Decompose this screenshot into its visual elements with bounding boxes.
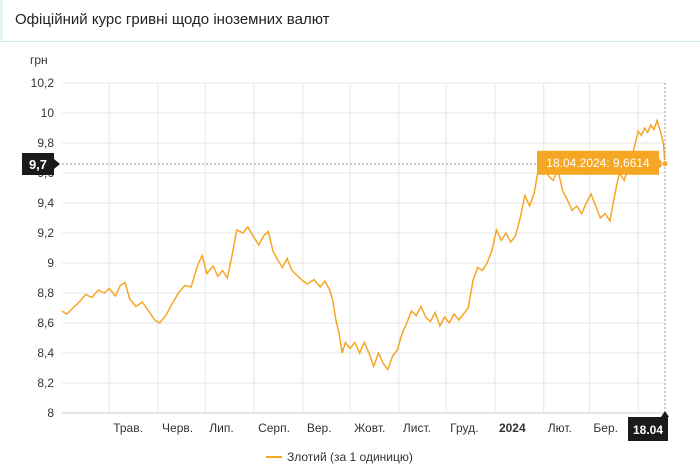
x-axis: Трав. Черв. Лип. Серп. Вер. Жовт. Лист. Груд. 20… — [113, 421, 666, 435]
legend-label: Злотий (за 1 одиницю) — [287, 450, 413, 464]
x-tick-label: Лип. — [209, 421, 233, 435]
series-line-zloty — [61, 118, 666, 372]
y-tick-label: 9,4 — [37, 196, 54, 210]
page-header: Офіційний курс гривні щодо іноземних вал… — [0, 0, 700, 42]
x-tick-label: Вер. — [307, 421, 332, 435]
crosshair: 9,7 18.04.2024: 9,6614 18.04 — [22, 83, 669, 441]
grid-lines — [62, 82, 665, 414]
y-axis-label: грн — [30, 53, 48, 67]
y-tick-label: 9,8 — [37, 136, 54, 150]
y-tick-label: 10,2 — [31, 76, 55, 90]
y-tick-label: 8,8 — [37, 286, 54, 300]
x-tick-label: Жовт. — [354, 421, 385, 435]
highlighted-point — [661, 160, 669, 168]
y-tick-label: 9 — [47, 256, 54, 270]
x-tick-label: Серп. — [258, 421, 290, 435]
legend[interactable]: Злотий (за 1 одиницю) — [266, 450, 413, 464]
x-tick-label: Черв. — [162, 421, 193, 435]
x-value-badge-arrow — [661, 411, 669, 417]
x-tick-label: Груд. — [450, 421, 478, 435]
y-value-badge — [22, 153, 54, 175]
page-title: Офіційний курс гривні щодо іноземних вал… — [15, 11, 330, 28]
y-tick-label: 10 — [41, 106, 55, 120]
x-value-badge-label: 18.04 — [633, 423, 663, 437]
y-value-badge-arrow — [54, 159, 60, 169]
y-tick-label: 8 — [47, 406, 54, 420]
y-tick-label: 8,4 — [37, 346, 54, 360]
x-tick-label: Бер. — [593, 421, 618, 435]
tooltip-label: 18.04.2024: 9,6614 — [546, 156, 650, 170]
x-tick-label: Трав. — [113, 421, 143, 435]
x-tick-label: Лют. — [548, 421, 572, 435]
x-value-badge — [628, 417, 668, 441]
tooltip-box — [537, 150, 659, 175]
y-tick-label: 8,6 — [37, 316, 54, 330]
y-value-badge-label: 9,7 — [29, 157, 47, 172]
x-tick-label: Лист. — [403, 421, 431, 435]
x-tick-label: 2024 — [499, 421, 526, 435]
y-tick-label: 8,2 — [37, 376, 54, 390]
y-tick-label: 9,2 — [37, 226, 54, 240]
